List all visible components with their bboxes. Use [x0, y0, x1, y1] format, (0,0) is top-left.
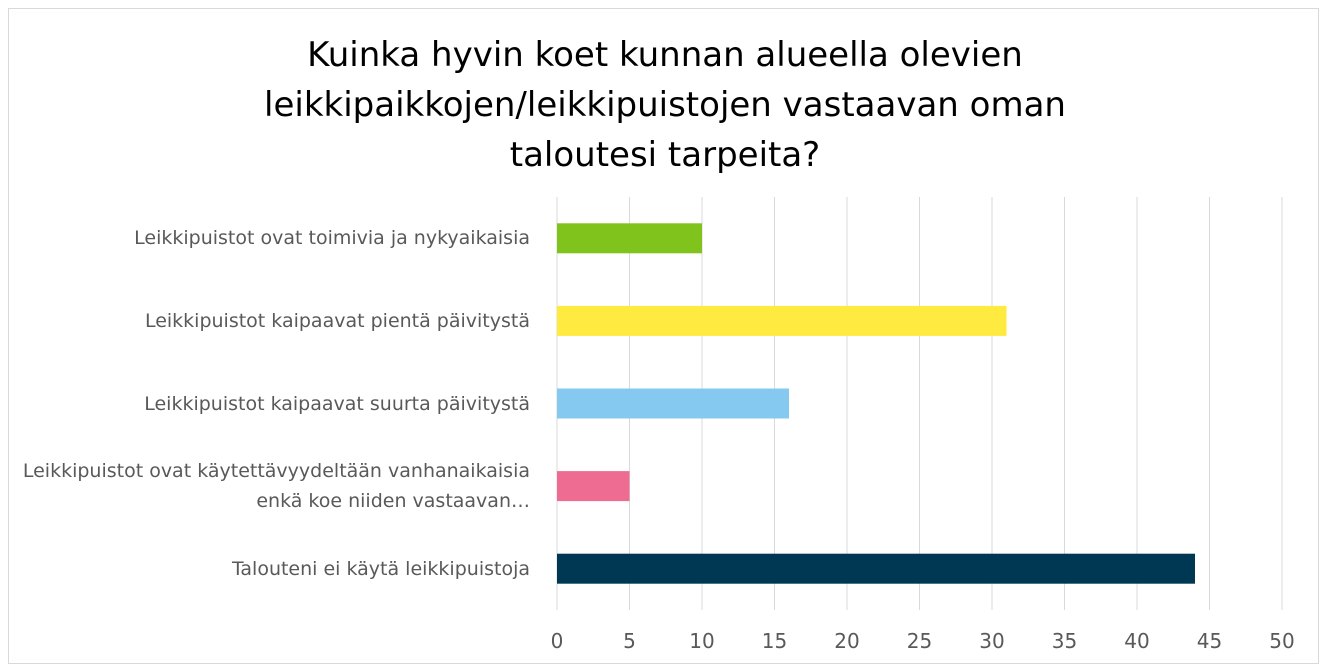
chart-title: Kuinka hyvin koet kunnan alueella olevie…: [264, 35, 1066, 175]
bar: [557, 305, 1007, 336]
bar: [557, 388, 789, 419]
y-tick-label: Leikkipuistot ovat käytettävyydeltään va…: [22, 460, 530, 513]
bar: [557, 471, 630, 502]
x-tick-label: 40: [1124, 629, 1149, 653]
y-tick-label: Talouteni ei käytä leikkipuistoja: [231, 557, 530, 580]
y-tick-label: Leikkipuistot ovat toimivia ja nykyaikai…: [134, 227, 530, 250]
x-tick-label: 20: [834, 629, 859, 653]
bar: [557, 553, 1195, 584]
bar: [557, 223, 702, 254]
x-tick-label: 0: [551, 629, 564, 653]
x-tick-label: 30: [979, 629, 1004, 653]
y-tick-label: Leikkipuistot kaipaavat suurta päivityst…: [144, 392, 530, 415]
x-tick-label: 45: [1197, 629, 1222, 653]
x-tick-label: 35: [1052, 629, 1077, 653]
chart-frame: [8, 8, 1319, 664]
x-tick-label: 5: [623, 629, 636, 653]
y-tick-label: Leikkipuistot kaipaavat pientä päivityst…: [144, 309, 530, 332]
x-tick-label: 50: [1269, 629, 1294, 653]
x-tick-label: 25: [907, 629, 932, 653]
x-tick-label: 10: [689, 629, 714, 653]
x-tick-label: 15: [762, 629, 787, 653]
